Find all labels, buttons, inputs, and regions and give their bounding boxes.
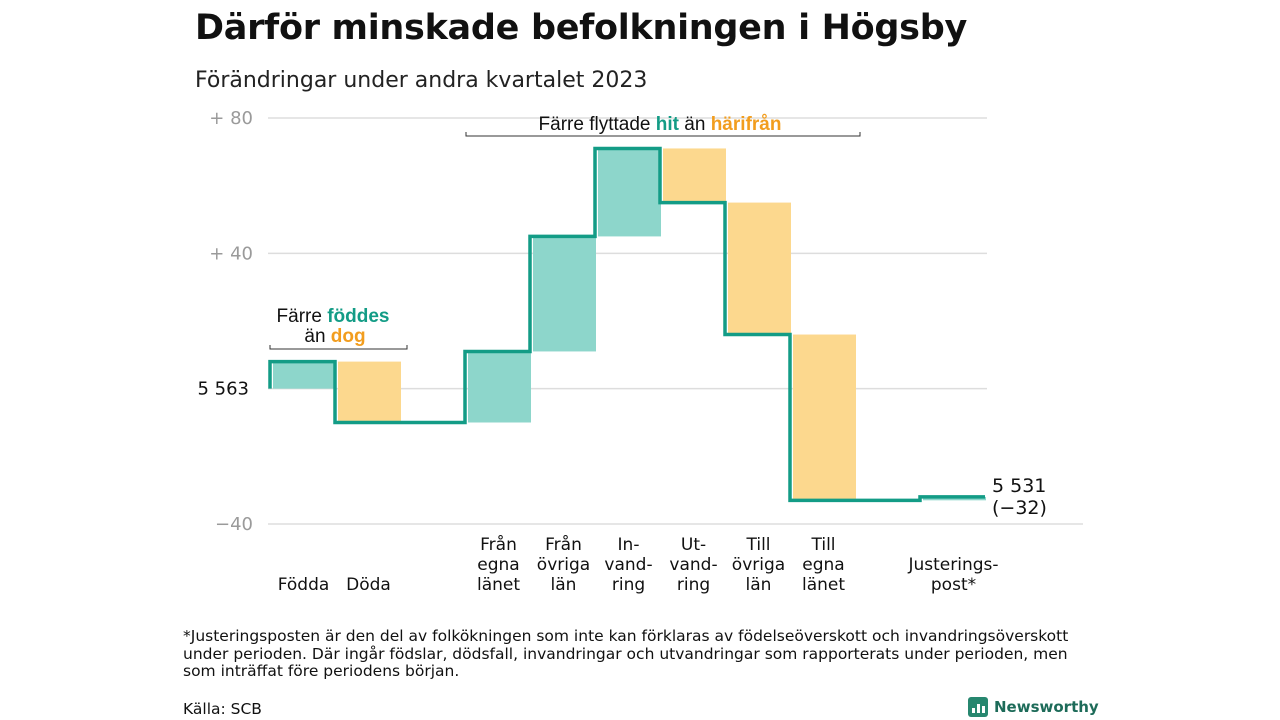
category-label: ring	[677, 575, 710, 595]
category-label: Från	[480, 534, 517, 555]
brand-name: Newsworthy	[994, 698, 1099, 716]
end-value-label: 5 531	[992, 475, 1046, 497]
waterfall-bar	[338, 361, 401, 423]
waterfall-bar	[793, 334, 856, 501]
chart-title: Därför minskade befolkningen i Högsby	[195, 8, 967, 48]
category-label: ring	[612, 575, 645, 595]
category-label: egna	[477, 555, 519, 575]
category-label: Döda	[346, 575, 391, 595]
annotation-births-deaths-line1: Färre föddes	[277, 306, 390, 327]
category-label: egna	[802, 555, 844, 575]
waterfall-bar	[468, 351, 531, 423]
waterfall-bar	[728, 202, 791, 335]
annotation-bracket	[269, 345, 408, 350]
category-label: Justerings-	[907, 555, 998, 575]
category-label: vand-	[604, 555, 652, 575]
category-label: övriga	[732, 555, 785, 575]
cumulative-step-line	[268, 146, 985, 503]
category-label: Födda	[278, 575, 330, 595]
chart-subtitle: Förändringar under andra kvartalet 2023	[195, 68, 648, 93]
annotation-migration: Färre flyttade hit än härifrån	[539, 114, 782, 135]
waterfall-bar	[598, 148, 661, 237]
category-label: länet	[802, 575, 845, 595]
brand-logo: Newsworthy	[968, 697, 1099, 717]
y-tick-label: −40	[215, 514, 253, 535]
y-tick-label: + 80	[209, 108, 253, 129]
category-label: In-	[618, 535, 640, 555]
footnote: *Justeringsposten är den del av folkökni…	[183, 627, 1069, 680]
source-label: Källa: SCB	[183, 700, 262, 718]
category-label: Till	[810, 535, 835, 555]
category-label: post*	[931, 575, 976, 595]
category-label: Från	[545, 534, 582, 555]
waterfall-bar	[533, 236, 596, 352]
category-label: vand-	[669, 555, 717, 575]
category-label: Till	[745, 535, 770, 555]
category-label: län	[551, 575, 577, 595]
waterfall-bar	[663, 148, 726, 203]
category-label: övriga	[537, 555, 590, 575]
newsworthy-logo-icon	[968, 697, 988, 717]
y-tick-label: + 40	[209, 243, 253, 264]
start-value-label: 5 563	[197, 379, 249, 400]
end-change-label: (−32)	[992, 497, 1047, 519]
category-label: Ut-	[681, 535, 706, 555]
category-label: län	[746, 575, 772, 595]
category-label: länet	[477, 575, 520, 595]
annotation-births-deaths-line2: än dog	[304, 326, 365, 347]
waterfall-bar	[273, 361, 336, 389]
annotation-bracket	[465, 132, 861, 137]
